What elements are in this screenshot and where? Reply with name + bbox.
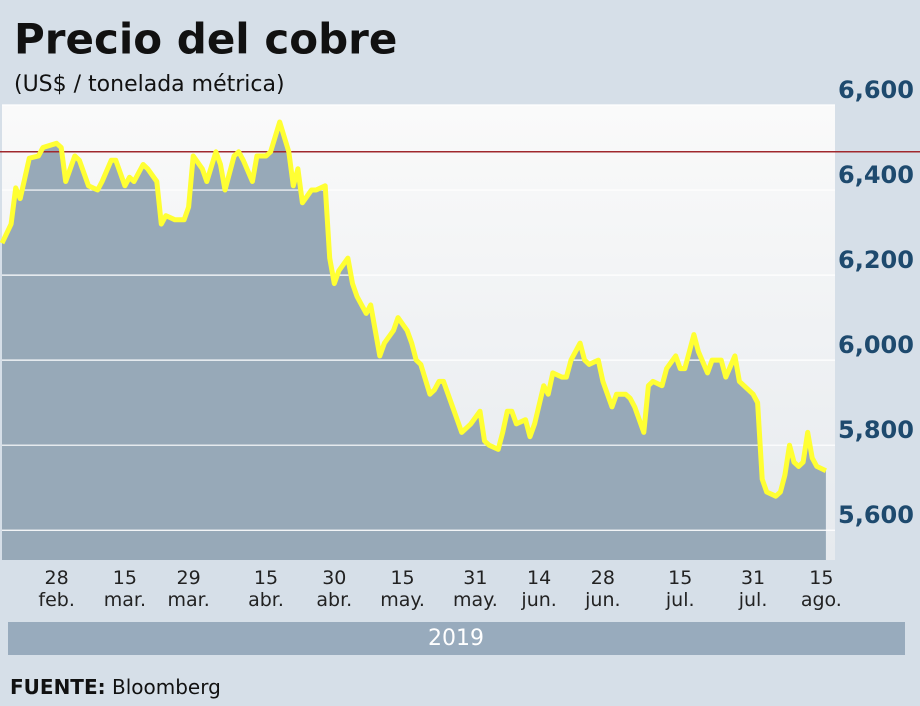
x-tick-label: 15 abr.	[248, 567, 284, 611]
x-tick-label: 31 may.	[453, 567, 498, 611]
chart-title: Precio del cobre	[14, 15, 397, 64]
x-tick-label-line: 28	[591, 567, 615, 589]
y-tick-label: 5,800	[838, 416, 914, 444]
x-tick-label: 15 mar.	[104, 567, 146, 611]
chart-subtitle: (US$ / tonelada métrica)	[14, 72, 285, 97]
x-tick-label: 14 jun.	[520, 567, 556, 611]
y-tick-label: 5,600	[838, 501, 914, 529]
x-tick-label: 15 jul.	[665, 567, 695, 611]
x-tick-label-line: 15	[809, 567, 833, 589]
x-tick-label-line: jun.	[520, 589, 556, 611]
x-tick-label-line: jul.	[738, 589, 768, 611]
source: FUENTE: Bloomberg	[10, 675, 221, 699]
price-line	[0, 119, 827, 499]
x-tick-label-line: 15	[113, 567, 137, 589]
x-tick-label-line: 29	[177, 567, 201, 589]
x-tick-label-line: jul.	[665, 589, 695, 611]
x-tick-label-line: 15	[668, 567, 692, 589]
x-tick-label-line: may.	[380, 589, 425, 611]
y-tick-label: 6,000	[838, 331, 914, 359]
x-tick-label-line: may.	[453, 589, 498, 611]
x-tick-label-line: mar.	[167, 589, 209, 611]
x-tick-label: 29 mar.	[167, 567, 209, 611]
x-tick-label: 30 abr.	[316, 567, 352, 611]
source-label: FUENTE:	[10, 675, 106, 699]
y-tick-label: 6,600	[838, 76, 914, 104]
x-tick-label-line: 15	[390, 567, 414, 589]
y-tick-label: 6,400	[838, 161, 914, 189]
y-tick-label: 6,200	[838, 246, 914, 274]
year-label: 2019	[428, 626, 484, 651]
x-tick-label-line: abr.	[316, 589, 352, 611]
x-tick-label: 28 jun.	[584, 567, 620, 611]
x-tick-label-line: mar.	[104, 589, 146, 611]
x-tick-label: 15 ago.	[801, 567, 842, 611]
x-tick-label-line: 30	[322, 567, 346, 589]
x-tick-label-line: 14	[527, 567, 551, 589]
x-tick-label-line: ago.	[801, 589, 842, 611]
x-tick-label-line: 28	[45, 567, 69, 589]
year-band	[8, 622, 905, 655]
x-tick-label: 31 jul.	[738, 567, 768, 611]
x-tick-label-line: 31	[463, 567, 487, 589]
x-tick-label-line: feb.	[38, 589, 74, 611]
x-tick-label: 15 may.	[380, 567, 425, 611]
source-name: Bloomberg	[112, 675, 221, 699]
x-tick-label-line: 15	[254, 567, 278, 589]
area	[2, 122, 826, 560]
x-tick-label-line: abr.	[248, 589, 284, 611]
x-tick-label-line: jun.	[584, 589, 620, 611]
x-tick-label-line: 31	[741, 567, 765, 589]
x-tick-label: 28 feb.	[38, 567, 74, 611]
